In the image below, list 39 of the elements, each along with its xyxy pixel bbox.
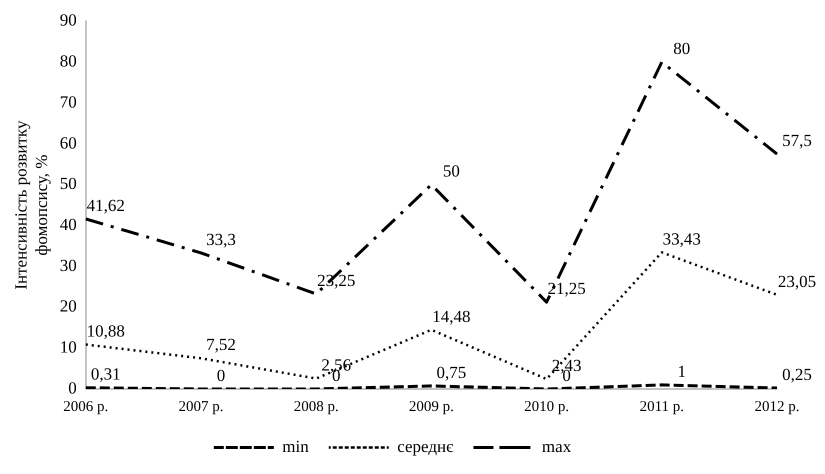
data-label: 33,3 [206,230,236,249]
x-tick-label: 2008 р. [294,398,339,415]
data-label: 0,25 [782,364,812,384]
x-tick-label: 2009 р. [408,398,454,415]
data-label: 14,48 [432,306,471,326]
y-tick-label: 30 [60,256,77,275]
line-series [84,251,778,380]
data-label: 0,31 [90,364,121,384]
data-label: 33,43 [662,229,701,248]
y-tick-label: 50 [60,174,77,194]
y-axis-title: Інтенсивність розвитку фомопсису, % [12,120,52,290]
x-tick-label: 2012 р. [754,398,800,415]
y-tick-label: 10 [60,338,77,357]
data-label: 21,25 [547,279,586,298]
line-series [84,60,778,304]
legend-label: середнє [397,436,454,456]
data-label: 80 [673,39,690,58]
y-tick-label: 80 [60,52,77,71]
legend-label: min [282,436,310,456]
y-tick-label: 20 [60,296,77,316]
y-tick-label: 70 [60,92,77,112]
x-tick-label: 2011 р. [640,398,684,415]
y-tick-label: 90 [60,10,77,30]
x-tick-label: 2007 р. [178,398,224,415]
data-label: 0 [216,366,226,385]
x-tick-label: 2010 р. [524,398,570,415]
data-label: 10,88 [86,322,125,341]
data-label: 0,75 [436,362,466,382]
data-label: 50 [442,162,460,181]
y-tick-label: 40 [60,215,77,234]
data-label: 1 [678,362,686,381]
y-tick-label: 0 [68,378,77,398]
data-label: 57,5 [782,130,812,150]
data-label: 41,62 [86,196,125,215]
legend-label: max [542,436,572,456]
x-tick-label: 2006 р. [63,398,108,415]
data-label: 7,52 [206,335,236,354]
data-label: 23,05 [778,272,816,291]
y-tick-label: 60 [60,133,77,152]
